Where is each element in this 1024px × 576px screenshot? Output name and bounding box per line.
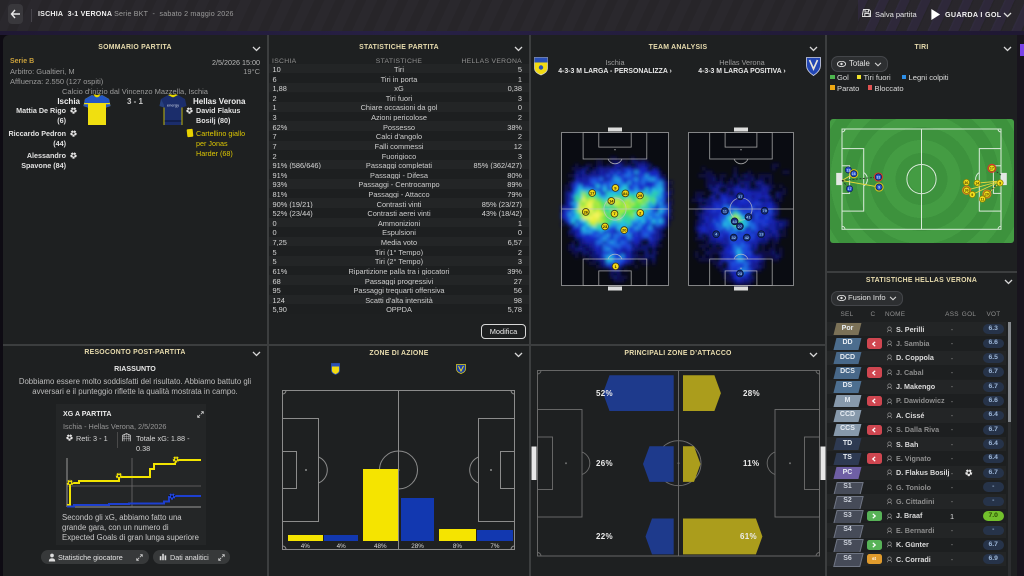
svg-text:7: 7 <box>613 211 616 216</box>
svg-text:14: 14 <box>609 198 614 203</box>
svg-text:14: 14 <box>975 182 979 186</box>
svg-text:36: 36 <box>965 189 969 193</box>
svg-text:23: 23 <box>603 224 608 229</box>
svg-text:9: 9 <box>999 181 1001 185</box>
svg-text:9: 9 <box>878 186 880 190</box>
svg-text:27: 27 <box>738 223 743 228</box>
svg-text:13: 13 <box>759 231 764 236</box>
svg-text:32: 32 <box>732 235 737 240</box>
svg-text:9: 9 <box>971 193 973 197</box>
svg-text:79: 79 <box>763 208 768 213</box>
svg-text:2: 2 <box>639 210 642 215</box>
svg-text:43: 43 <box>733 218 738 223</box>
svg-text:36: 36 <box>964 181 968 185</box>
svg-text:13: 13 <box>846 168 850 172</box>
svg-text:37: 37 <box>738 193 743 198</box>
svg-text:26: 26 <box>584 209 589 214</box>
svg-text:41: 41 <box>747 214 752 219</box>
svg-text:16: 16 <box>852 172 856 176</box>
svg-text:11: 11 <box>723 208 728 213</box>
svg-text:29: 29 <box>638 193 643 198</box>
svg-text:20: 20 <box>985 192 989 196</box>
svg-text:20: 20 <box>622 227 627 232</box>
svg-text:31: 31 <box>876 175 880 179</box>
svg-text:energy: energy <box>167 103 179 108</box>
svg-text:17: 17 <box>590 190 595 195</box>
svg-text:23: 23 <box>738 271 743 276</box>
svg-text:42: 42 <box>745 235 750 240</box>
svg-text:11: 11 <box>980 197 984 201</box>
svg-text:84: 84 <box>623 190 628 195</box>
svg-text:9: 9 <box>614 185 617 190</box>
svg-text:17: 17 <box>848 187 852 191</box>
svg-text:4: 4 <box>715 231 718 236</box>
svg-text:17: 17 <box>990 167 994 171</box>
svg-text:1: 1 <box>614 263 617 268</box>
